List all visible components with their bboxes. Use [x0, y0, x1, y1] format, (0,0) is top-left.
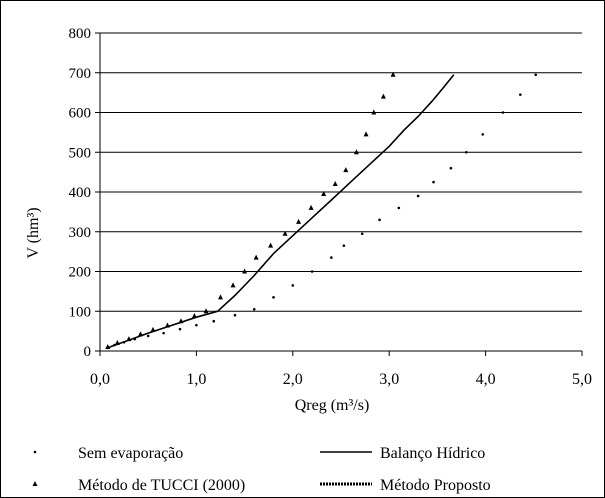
x-tick-labels: 0,0 1,0 2,0 3,0 4,0 5,0 [90, 371, 592, 388]
point [233, 313, 237, 317]
x-axis-label: Qreg (m³/s) [295, 397, 370, 414]
point [378, 218, 381, 222]
point [534, 73, 538, 77]
point [390, 71, 396, 77]
point [146, 334, 150, 338]
legend-label: Sem evaporação [78, 445, 183, 462]
y-tick-label: 200 [69, 265, 92, 281]
point [253, 254, 259, 260]
point [397, 206, 401, 210]
y-tick-labels: 0 100 200 300 400 500 600 700 800 [69, 26, 92, 360]
series-0 [106, 73, 538, 350]
point [465, 150, 468, 154]
legend-item-3: Método Proposto [320, 477, 491, 494]
y-tick-label: 400 [69, 185, 92, 201]
point [371, 109, 377, 115]
axes [95, 32, 583, 356]
point [353, 149, 359, 155]
point [343, 167, 349, 173]
point [272, 296, 275, 299]
x-tick-label: 3,0 [379, 371, 399, 388]
series-1 [105, 71, 396, 350]
point [330, 256, 333, 259]
legend-label: Método Proposto [380, 477, 491, 494]
point [195, 323, 198, 327]
point [268, 242, 274, 248]
series-line [107, 74, 455, 349]
y-tick-label: 700 [69, 66, 92, 82]
point [501, 111, 505, 114]
y-tick-label: 800 [69, 26, 92, 42]
point [282, 230, 288, 236]
point [218, 294, 223, 300]
point [380, 93, 386, 99]
point [332, 181, 338, 187]
point [178, 327, 182, 331]
point [432, 180, 435, 184]
x-tick-label: 1,0 [186, 371, 206, 388]
point [481, 133, 485, 136]
legend-item-0: Sem evaporação [33, 445, 183, 462]
point [360, 232, 364, 236]
point [342, 244, 346, 247]
point [230, 282, 236, 288]
y-tick-label: 300 [69, 225, 92, 241]
point [416, 194, 420, 198]
grid-lines [100, 32, 582, 312]
point [310, 270, 314, 273]
series-2 [107, 74, 455, 349]
x-tick-label: 4,0 [476, 371, 496, 388]
point [252, 307, 256, 311]
legend-triangle-symbol [32, 481, 38, 486]
plot-marks [105, 71, 538, 350]
point [203, 308, 209, 314]
point [291, 284, 295, 287]
point [519, 93, 522, 96]
point [162, 331, 165, 335]
x-tick-label: 0,0 [90, 371, 110, 388]
legend-item-1: Método de TUCCI (2000) [32, 477, 245, 494]
legend-item-2: Balanço Hídrico [320, 445, 485, 462]
legend-dot-symbol [33, 450, 37, 454]
point [449, 166, 453, 170]
y-tick-label: 0 [84, 344, 92, 360]
point [321, 190, 327, 196]
x-tick-label: 2,0 [283, 371, 303, 388]
legend-label: Método de TUCCI (2000) [78, 477, 245, 494]
legend-label: Balanço Hídrico [380, 445, 485, 462]
point [242, 268, 248, 274]
point [308, 204, 314, 210]
y-tick-label: 100 [69, 304, 92, 320]
y-tick-label: 500 [69, 145, 92, 161]
point [212, 319, 216, 323]
point [363, 131, 369, 137]
point [296, 218, 302, 224]
y-axis-label: V (hm³) [25, 207, 42, 258]
y-tick-label: 600 [69, 106, 92, 122]
x-tick-label: 5,0 [572, 371, 592, 388]
legend: Sem evaporação Método de TUCCI (2000) Bala… [32, 445, 491, 494]
